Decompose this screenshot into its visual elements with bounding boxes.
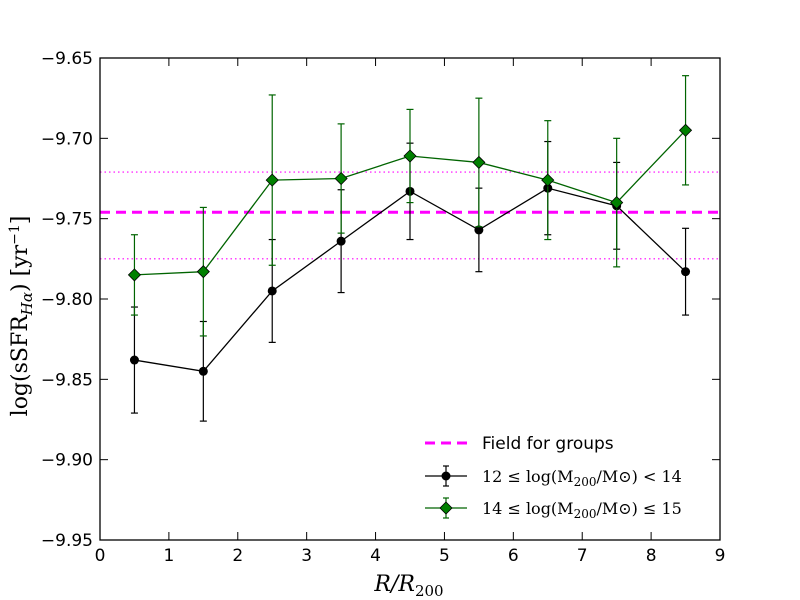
y-tick-label: −9.65 — [41, 49, 93, 69]
data-point — [129, 355, 139, 365]
legend-series2-label: 14 ≤ log(M200/M⊙) ≤ 15 — [482, 499, 682, 521]
x-tick-label: 1 — [163, 546, 174, 566]
y-tick-label: −9.70 — [41, 129, 93, 149]
axis-ticks: 0 1 2 3 4 5 6 7 8 9 −9.95 −9.90 −9.85 −9.80 −9.75 −9.70… — [41, 49, 726, 566]
series-layer — [127, 75, 693, 422]
y-tick-label: −9.90 — [41, 451, 93, 471]
data-point — [196, 265, 210, 279]
data-point — [472, 155, 486, 169]
y-tick-label: −9.80 — [41, 290, 93, 310]
legend-series1-marker — [441, 471, 451, 481]
legend-series1-label: 12 ≤ log(M200/M⊙) < 14 — [482, 467, 682, 489]
y-tick-label: −9.75 — [41, 210, 93, 230]
x-tick-label: 2 — [232, 546, 243, 566]
x-axis-label: R/R200 — [373, 572, 443, 600]
data-point — [267, 286, 277, 296]
data-point — [541, 173, 555, 187]
series-2 — [127, 75, 693, 337]
x-tick-label: 8 — [646, 546, 657, 566]
legend-field-label: Field for groups — [482, 434, 614, 454]
data-point — [681, 267, 691, 277]
data-point — [127, 268, 142, 282]
data-point — [334, 171, 348, 186]
data-point — [336, 236, 346, 246]
data-point — [198, 366, 208, 376]
data-point — [610, 196, 624, 210]
data-point — [474, 225, 484, 235]
x-tick-label: 7 — [577, 546, 588, 566]
data-point — [678, 123, 693, 137]
y-tick-label: −9.85 — [41, 370, 93, 390]
x-tick-label: 4 — [370, 546, 381, 566]
x-tick-label: 9 — [715, 546, 726, 566]
x-tick-label: 5 — [439, 546, 450, 566]
data-point — [403, 149, 417, 163]
x-tick-label: 6 — [508, 546, 519, 566]
x-tick-label: 3 — [301, 546, 312, 566]
legend-series2-marker — [439, 501, 453, 515]
y-tick-label: −9.95 — [41, 531, 93, 551]
data-point — [265, 173, 279, 187]
y-axis-label: log(sSFRHα) [yr−1] — [7, 216, 36, 417]
legend: Field for groups 12 ≤ log(M200/M⊙) < 14 … — [425, 434, 682, 521]
x-tick-label: 0 — [95, 546, 106, 566]
